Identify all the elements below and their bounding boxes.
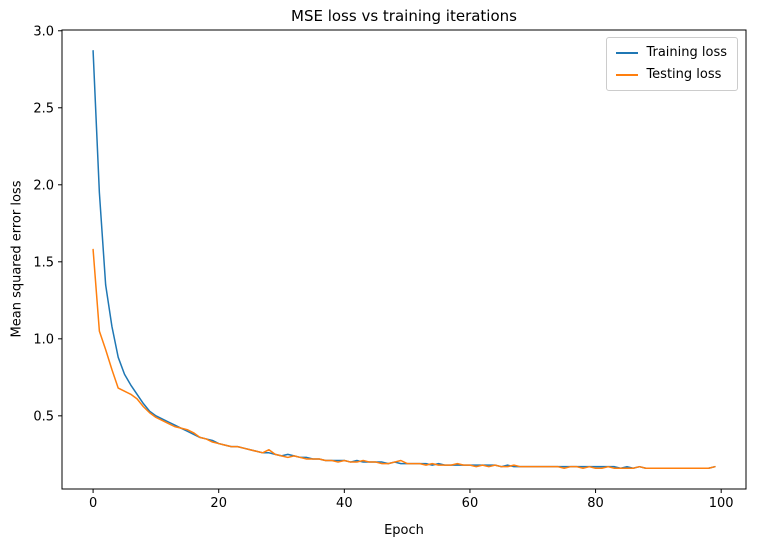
chart-title: MSE loss vs training iterations bbox=[291, 7, 517, 25]
testing-loss-line-swatch bbox=[616, 73, 639, 76]
y-tick-label: 1.0 bbox=[33, 332, 54, 347]
plot-border bbox=[61, 29, 747, 490]
testing-loss-line bbox=[92, 248, 716, 469]
x-tick-label: 100 bbox=[709, 496, 734, 511]
x-tick-label: 20 bbox=[210, 496, 227, 511]
y-axis-label: Mean squared error loss bbox=[9, 180, 25, 338]
y-tick-label: 2.0 bbox=[33, 178, 54, 193]
y-tick-label: 3.0 bbox=[33, 24, 54, 39]
x-tick-label: 40 bbox=[336, 496, 353, 511]
training-loss-line bbox=[92, 50, 716, 469]
x-tick-label: 60 bbox=[462, 496, 479, 511]
y-tick-label: 0.5 bbox=[33, 409, 54, 424]
x-tick-label: 0 bbox=[89, 496, 97, 511]
training-loss-line-swatch bbox=[616, 51, 639, 54]
x-axis-label: Epoch bbox=[384, 523, 424, 538]
y-tick-label: 2.5 bbox=[33, 101, 54, 116]
legend-label-training-loss: Training loss bbox=[646, 45, 727, 60]
legend-item-testing-loss: Testing loss bbox=[616, 67, 727, 82]
x-tick-label: 80 bbox=[587, 496, 604, 511]
legend-item-training-loss: Training loss bbox=[616, 45, 727, 60]
legend-label-testing-loss: Testing loss bbox=[646, 67, 722, 82]
legend: Training loss Testing loss bbox=[606, 37, 738, 91]
y-tick-label: 1.5 bbox=[33, 255, 54, 270]
